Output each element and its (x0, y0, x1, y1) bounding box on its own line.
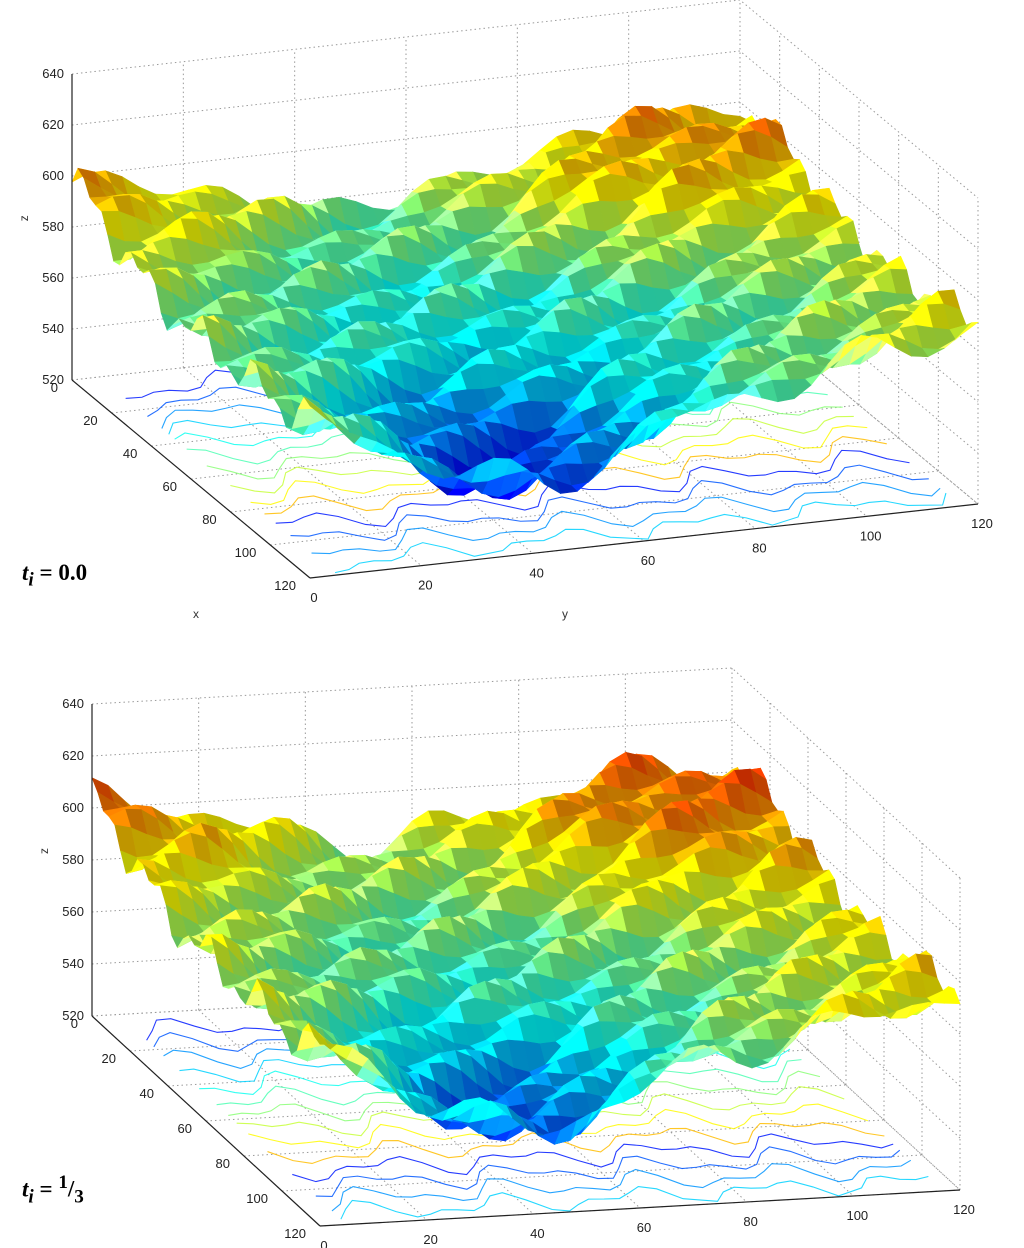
z-tick-label: 600 (42, 168, 64, 183)
x-tick-label: 0 (71, 1016, 78, 1031)
z-tick-label: 620 (42, 117, 64, 132)
z-tick-label: 580 (62, 852, 84, 867)
z-axis-label: z (17, 215, 31, 221)
y-axis-label: y (562, 607, 568, 621)
x-tick-label: 40 (123, 446, 137, 461)
z-tick-label: 620 (62, 748, 84, 763)
y-tick-label: 120 (953, 1202, 975, 1217)
y-tick-label: 0 (310, 590, 317, 605)
surface-plot-canvas: 520 540 560 580 600 620 640 0 20 40 60 80 100 120 0 20 4… (17, 0, 993, 621)
y-tick-label: 20 (423, 1232, 437, 1247)
y-tick-label: 60 (641, 553, 655, 568)
y-tick-label: 40 (530, 1226, 544, 1241)
z-axis-label: z (37, 848, 51, 854)
panel-label: ti = 1/3 (22, 1172, 84, 1208)
x-tick-label: 0 (51, 380, 58, 395)
z-tick-label: 520 (42, 372, 64, 387)
x-tick-label: 40 (140, 1086, 154, 1101)
y-tick-label: 20 (418, 578, 432, 593)
y-tick-label: 40 (529, 565, 543, 580)
surface-plot-canvas: 520 540 560 580 600 620 640 0 20 40 60 80 100 120 0 20 4… (37, 667, 975, 1248)
x-tick-label: 120 (274, 578, 296, 593)
y-tick-label: 0 (320, 1238, 327, 1248)
y-tick-label: 60 (637, 1220, 651, 1235)
x-tick-label: 20 (102, 1051, 116, 1066)
x-tick-label: 60 (178, 1121, 192, 1136)
y-tick-label: 120 (971, 516, 993, 531)
x-axis-label: x (193, 607, 199, 621)
x-tick-label: 100 (246, 1191, 268, 1206)
z-tick-label: 640 (62, 696, 84, 711)
z-tick-label: 520 (62, 1008, 84, 1023)
y-tick-label: 100 (846, 1208, 868, 1223)
x-tick-label: 80 (216, 1156, 230, 1171)
x-tick-label: 120 (284, 1226, 306, 1241)
z-tick-label: 560 (62, 904, 84, 919)
z-tick-label: 580 (42, 219, 64, 234)
z-tick-label: 540 (42, 321, 64, 336)
panel-label: ti = 0.0 (22, 560, 88, 591)
x-tick-label: 20 (83, 413, 97, 428)
z-tick-label: 600 (62, 800, 84, 815)
y-tick-label: 100 (860, 528, 882, 543)
x-tick-label: 100 (235, 545, 257, 560)
z-tick-label: 640 (42, 66, 64, 81)
z-tick-label: 560 (42, 270, 64, 285)
z-tick-label: 540 (62, 956, 84, 971)
x-tick-label: 60 (163, 479, 177, 494)
y-tick-label: 80 (752, 541, 766, 556)
y-tick-label: 80 (743, 1214, 757, 1229)
x-tick-label: 80 (202, 512, 216, 527)
surface-plot-ti-one-third: 520 540 560 580 600 620 640 0 20 40 60 80 100 120 0 20 4… (0, 624, 1024, 1248)
surface-plot-ti-0: 520 540 560 580 600 620 640 0 20 40 60 80 100 120 0 20 4… (17, 0, 993, 621)
